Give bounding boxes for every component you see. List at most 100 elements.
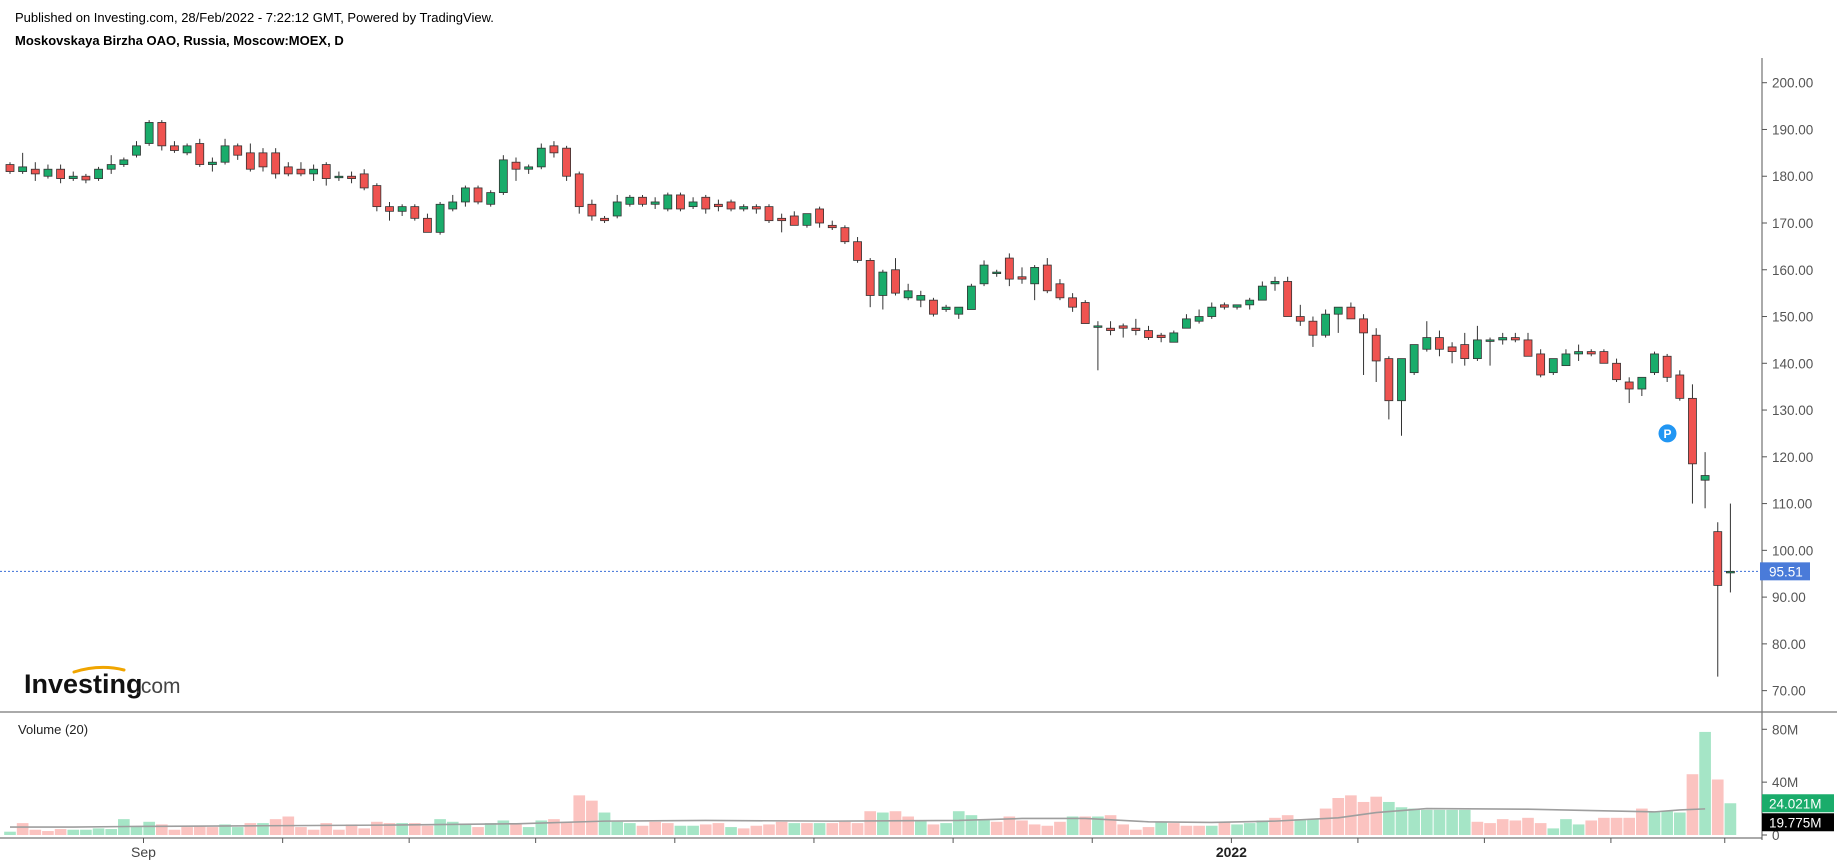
volume-bar [788, 823, 801, 835]
candle [1574, 344, 1583, 361]
volume-readout-badge: 24.021M [1762, 794, 1834, 813]
volume-bar [940, 823, 952, 835]
candle [865, 258, 875, 308]
volume-bar [358, 828, 371, 835]
candle [802, 213, 812, 228]
candle-body [1118, 325, 1128, 329]
volume-bar [1016, 820, 1028, 835]
volume-bar [421, 825, 434, 835]
candle-body [979, 264, 989, 285]
volume-bar [1281, 815, 1294, 835]
volume-bar [1370, 796, 1383, 835]
volume-ma-line [10, 807, 1706, 828]
volume-bar [1079, 816, 1092, 835]
volume-bar [586, 800, 598, 835]
candle [777, 213, 787, 233]
volume-bar [1054, 821, 1066, 835]
volume-bar [1193, 825, 1205, 835]
candle-body [612, 201, 622, 217]
volume-bar [889, 811, 902, 835]
volume-bar [649, 821, 661, 835]
candle [334, 171, 344, 181]
volume-bar [92, 828, 105, 835]
logo-suffix: .com [135, 675, 181, 698]
candle-body [1548, 358, 1558, 374]
volume-axis-ticks: 80M 40M 0 [1762, 722, 1798, 843]
candle-body [157, 122, 167, 147]
candle-body [43, 168, 53, 177]
candle-body [1662, 355, 1672, 378]
candle-body [1144, 330, 1153, 338]
candle-body [1017, 276, 1027, 280]
volume-bar [1155, 821, 1167, 835]
volume-bar [29, 829, 42, 835]
volume-badge-label: 24.021M [1769, 796, 1822, 811]
candle-body [182, 145, 192, 154]
candle [549, 141, 559, 158]
candle-body [967, 285, 976, 310]
volume-bar [4, 831, 16, 835]
event-marker[interactable]: P [1658, 424, 1677, 443]
candle-body [600, 217, 609, 222]
candle-body [5, 164, 15, 172]
candle [574, 171, 584, 214]
price-badge-background [1760, 562, 1810, 581]
candle-body [385, 206, 394, 212]
price-tick-label: 110.00 [1772, 497, 1812, 512]
marker-badge-icon[interactable] [1658, 424, 1677, 443]
candle-body [106, 164, 116, 170]
candle [30, 162, 40, 181]
volume-bar [206, 827, 219, 835]
candle [68, 171, 78, 181]
volume-bar [1585, 820, 1598, 835]
marker-label: P [1663, 427, 1671, 441]
candle [511, 157, 521, 181]
candle-body [460, 187, 470, 203]
candle-body [777, 217, 787, 222]
candle-body [751, 206, 761, 210]
candle-body [1726, 570, 1735, 574]
volume-bar [1307, 819, 1319, 835]
candle [1093, 321, 1103, 371]
volume-bar [396, 823, 408, 835]
volume-bar [1648, 811, 1661, 835]
volume-bar [1598, 817, 1610, 835]
candle [625, 194, 635, 207]
candle-body [1713, 531, 1723, 586]
volume-bar [1357, 801, 1370, 835]
volume-bar [155, 824, 168, 835]
candle [5, 162, 15, 174]
price-tick-label: 90.00 [1772, 590, 1806, 605]
candle [929, 297, 938, 317]
candle [1397, 358, 1406, 436]
candle-body [1498, 337, 1508, 341]
volume-bar [775, 821, 788, 835]
candle-body [1295, 316, 1305, 322]
investing-logo[interactable]: Investing .com [24, 665, 181, 699]
volume-bar [1484, 823, 1496, 835]
time-tick-label: Sep [131, 844, 156, 860]
volume-bar [143, 821, 155, 835]
candle [891, 258, 900, 296]
candle [815, 206, 824, 228]
candle-body [207, 161, 217, 165]
candle-body [309, 168, 319, 175]
candle-body [562, 147, 571, 177]
candle [1586, 349, 1596, 357]
candle-body [1030, 267, 1040, 285]
volume-bar [1509, 820, 1522, 835]
price-tick-label: 200.00 [1772, 76, 1813, 91]
symbol-title: Moskovskaya Birzha OAO, Russia, Moscow:M… [15, 33, 344, 48]
candle-body [1182, 318, 1191, 329]
volume-ma-readout-badge: 19.775M [1762, 813, 1834, 832]
volume-bar [333, 829, 345, 835]
candle-body [1042, 264, 1052, 292]
candle [435, 201, 445, 235]
volume-bar [472, 827, 484, 835]
candle-body [954, 306, 964, 315]
candle-body [296, 168, 306, 175]
time-axis-ticks: Sep 2022 [131, 838, 1726, 860]
volume-bar [105, 829, 118, 835]
candle [106, 155, 116, 174]
